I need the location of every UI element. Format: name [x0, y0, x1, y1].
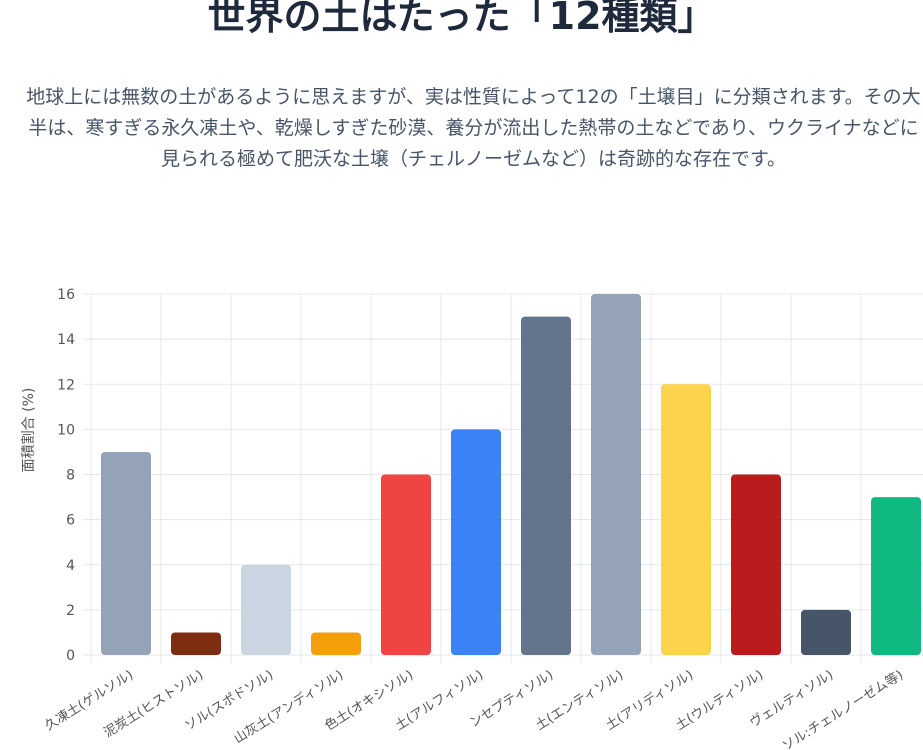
- page-description: 地球上には無数の土があるように思えますが、実は性質によって12の「土壌目」に分類…: [26, 86, 921, 170]
- x-tick-label-11: ソル:チェルノーゼム等): [779, 667, 906, 750]
- bar-5[interactable]: [451, 429, 501, 655]
- bar-11[interactable]: [871, 497, 921, 655]
- bar-3[interactable]: [311, 632, 361, 655]
- bar-9[interactable]: [731, 474, 781, 656]
- chart-bars: [101, 294, 921, 655]
- bar-0[interactable]: [101, 451, 151, 655]
- chart-grid: [83, 293, 923, 663]
- x-tick-label-3: 山灰土(アンディソル): [231, 667, 346, 747]
- y-tick-label-1: 2: [66, 603, 75, 619]
- y-tick-label-6: 12: [57, 377, 75, 393]
- y-tick-label-4: 8: [66, 468, 75, 484]
- bar-7[interactable]: [591, 294, 641, 655]
- y-tick-label-7: 14: [57, 332, 75, 348]
- page-title: 世界の土はたった「12種類」: [207, 0, 716, 38]
- bar-10[interactable]: [801, 609, 851, 655]
- y-tick-label-2: 4: [66, 558, 75, 574]
- bar-8[interactable]: [661, 384, 711, 655]
- x-tick-labels: 久凍土(ゲルソル)泥炭土(ヒストソル)ソル(スポドソル)山灰土(アンディソル)色…: [42, 667, 906, 750]
- y-tick-labels: 0 2 4 6 8 10 12 14 16: [57, 287, 75, 664]
- bar-4[interactable]: [381, 474, 431, 656]
- y-tick-label-3: 6: [66, 513, 75, 529]
- y-tick-label-8: 16: [57, 287, 75, 303]
- bar-6[interactable]: [521, 316, 571, 655]
- y-tick-label-5: 10: [57, 422, 75, 438]
- bar-1[interactable]: [171, 632, 221, 655]
- bar-2[interactable]: [241, 564, 291, 655]
- y-tick-label-0: 0: [66, 648, 75, 664]
